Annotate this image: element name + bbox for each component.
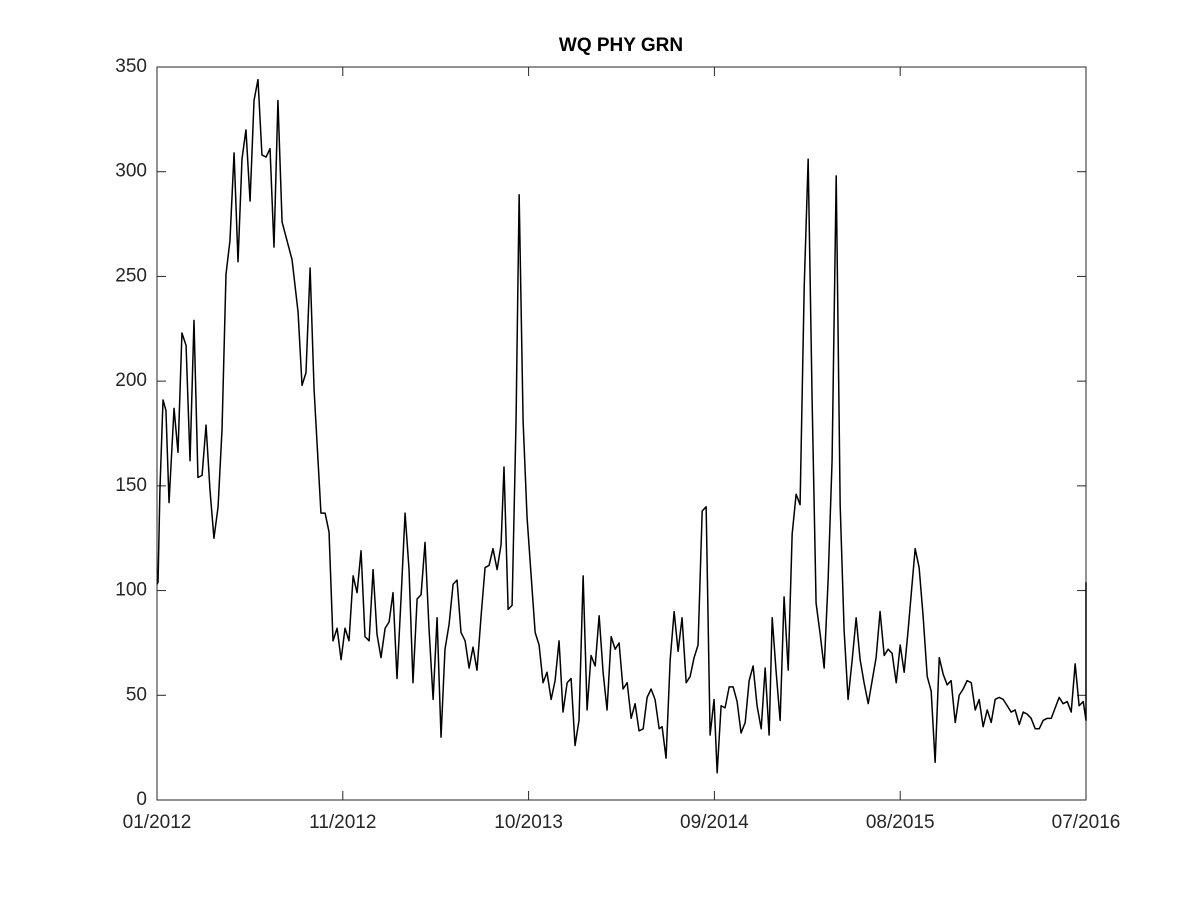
y-tick-label: 350 [115,56,147,77]
axes-box [156,66,1087,801]
y-tick-label: 50 [126,684,147,705]
y-tick-label: 100 [115,580,147,601]
x-tick-label: 08/2015 [866,812,935,833]
chart-title: WQ PHY GRN [559,35,683,56]
y-tick-label: 200 [115,370,147,391]
x-tick-label: 01/2012 [123,812,192,833]
y-tick-label: 250 [115,265,147,286]
y-tick-label: 0 [136,789,147,810]
x-tick-label: 11/2012 [309,812,376,833]
x-tick-label: 09/2014 [680,812,749,833]
x-tick-label: 07/2016 [1052,812,1121,833]
y-tick-label: 300 [115,161,147,182]
x-tick-label: 10/2013 [494,812,563,833]
data-line [156,78,1087,774]
y-tick-label: 150 [115,475,147,496]
